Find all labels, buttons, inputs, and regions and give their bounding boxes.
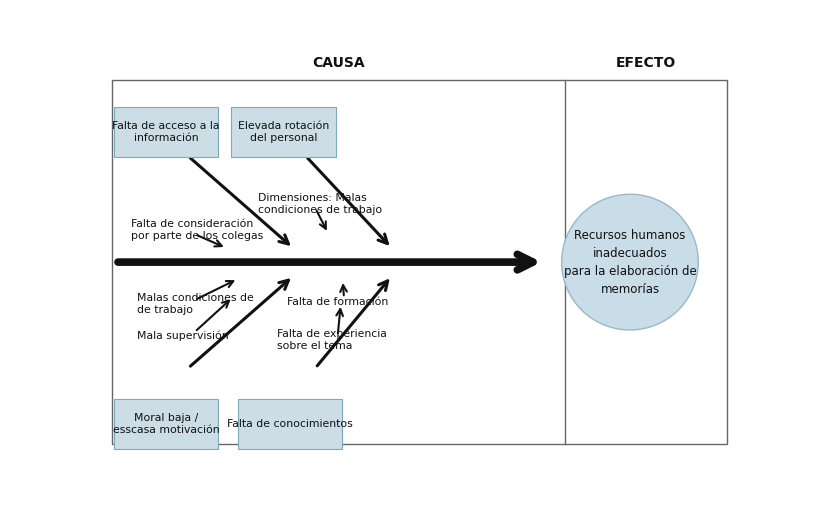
- FancyBboxPatch shape: [231, 107, 336, 157]
- Text: Falta de conocimientos: Falta de conocimientos: [227, 419, 352, 429]
- FancyBboxPatch shape: [238, 399, 342, 449]
- Text: Malas condiciones de
de trabajo: Malas condiciones de de trabajo: [138, 293, 254, 315]
- Text: Falta de consideración
por parte de los colegas: Falta de consideración por parte de los …: [131, 220, 263, 241]
- Text: EFECTO: EFECTO: [615, 56, 676, 70]
- Text: Mala supervisión: Mala supervisión: [138, 331, 229, 342]
- Text: Falta de experiencia
sobre el tema: Falta de experiencia sobre el tema: [277, 329, 387, 351]
- Text: Recursos humanos
inadecuados
para la elaboración de
memorías: Recursos humanos inadecuados para la ela…: [563, 228, 695, 296]
- FancyBboxPatch shape: [114, 399, 218, 449]
- Text: Elevada rotación
del personal: Elevada rotación del personal: [238, 121, 329, 143]
- FancyBboxPatch shape: [114, 107, 218, 157]
- Text: Dimensiones: Malas
condiciones de trabajo: Dimensiones: Malas condiciones de trabaj…: [258, 194, 382, 215]
- Ellipse shape: [561, 194, 698, 330]
- Text: Moral baja /
esscasa motivación: Moral baja / esscasa motivación: [112, 413, 219, 435]
- Text: CAUSA: CAUSA: [312, 56, 364, 70]
- Text: Falta de formación: Falta de formación: [287, 297, 387, 307]
- Text: Falta de acceso a la
información: Falta de acceso a la información: [112, 121, 219, 143]
